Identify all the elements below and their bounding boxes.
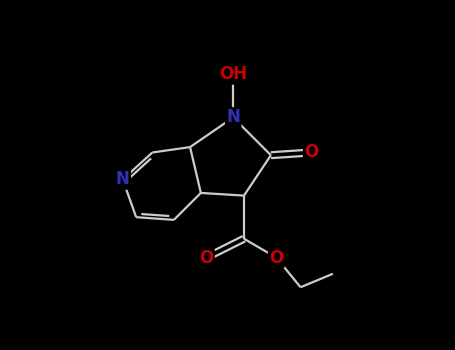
Text: N: N: [116, 170, 130, 188]
Text: O: O: [269, 248, 283, 267]
Text: O: O: [199, 248, 213, 267]
Text: OH: OH: [219, 65, 247, 83]
Text: O: O: [304, 144, 318, 161]
Text: N: N: [226, 108, 240, 126]
